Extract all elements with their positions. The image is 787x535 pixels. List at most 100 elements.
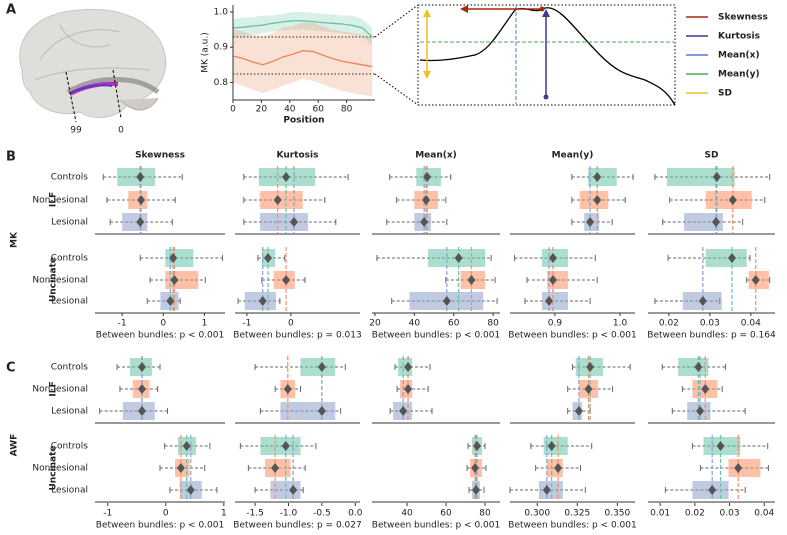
panel-label: A	[6, 3, 16, 18]
x-tick-label: -1	[242, 319, 251, 329]
panel-label: B	[6, 150, 16, 165]
p-value-note: Between bundles: p < 0.001	[508, 331, 636, 341]
x-tick-label: 60	[312, 105, 324, 115]
x-tick-label: -1	[103, 509, 112, 519]
category-label: Lesional	[51, 297, 88, 307]
zoom-frame	[233, 4, 676, 106]
x-tick-label: 0.350	[604, 509, 630, 519]
mean-diamond	[471, 463, 480, 473]
x-tick-label: 60	[440, 509, 452, 519]
box	[728, 459, 761, 477]
legend-label: Mean(y)	[718, 70, 760, 80]
column-title: Mean(x)	[415, 151, 457, 161]
mean-diamond	[281, 441, 290, 451]
mean-diamond	[170, 275, 179, 285]
column-title: Mean(y)	[552, 151, 594, 161]
box	[588, 168, 617, 186]
mean-diamond	[716, 441, 725, 451]
category-label: Non-lesional	[32, 385, 88, 395]
p-value-note: Between bundles: p < 0.001	[96, 521, 224, 531]
mean-diamond	[586, 217, 595, 227]
x-tick-label: -0.5	[313, 509, 331, 519]
x-tick-label: 0.04	[741, 319, 761, 329]
mean-diamond	[554, 463, 563, 473]
mean-diamond	[289, 485, 298, 495]
p-value-note: Between bundles: p < 0.001	[372, 331, 500, 341]
mean-diamond	[399, 406, 408, 416]
p-value-note: Between bundles: p = 0.164	[647, 331, 776, 341]
band	[233, 22, 373, 97]
x-tick-label: 0	[230, 105, 236, 115]
mean-diamond	[264, 253, 273, 263]
x-tick-label: 0.03	[700, 319, 720, 329]
mean-diamond	[728, 195, 737, 205]
mean-diamond	[473, 441, 482, 451]
mean-diamond	[186, 485, 195, 495]
box	[547, 271, 568, 289]
mean-diamond	[584, 384, 593, 394]
mean-diamond	[545, 296, 554, 306]
mean-diamond	[708, 485, 717, 495]
modality-label: AWF	[10, 434, 20, 457]
box	[260, 213, 309, 231]
mean-diamond	[442, 296, 451, 306]
mean-diamond	[258, 296, 267, 306]
mean-diamond	[751, 275, 760, 285]
mean-diamond	[698, 296, 707, 306]
box	[705, 191, 752, 209]
legend-label: Skewness	[718, 13, 768, 23]
mean-diamond	[467, 275, 476, 285]
mean-diamond	[138, 362, 147, 372]
category-label: Non-lesional	[32, 464, 88, 474]
bundle-label: ILF	[49, 381, 59, 396]
schematic-skewness-dot	[539, 6, 545, 12]
mean-diamond	[454, 253, 463, 263]
mean-diamond	[574, 406, 583, 416]
x-tick-label: 0.0	[348, 509, 363, 519]
p-value-note: Between bundles: p = 0.027	[233, 521, 361, 531]
mean-diamond	[593, 195, 602, 205]
mean-diamond	[273, 195, 282, 205]
category-label: Non-lesional	[32, 196, 88, 206]
category-label: Lesional	[51, 218, 88, 228]
y-tick-label: 0.9	[214, 43, 229, 53]
x-tick-label: 0.02	[685, 509, 705, 519]
x-tick-label: 40	[409, 319, 421, 329]
p-value-note: Between bundles: p < 0.001	[508, 521, 636, 531]
x-tick-label: 0	[163, 509, 169, 519]
mean-diamond	[137, 195, 146, 205]
mean-diamond	[283, 384, 292, 394]
mean-diamond	[547, 441, 556, 451]
category-label: Lesional	[51, 407, 88, 417]
x-tick-label: 0	[160, 319, 166, 329]
x-tick-label: -1.0	[280, 509, 298, 519]
panel-label: C	[6, 361, 16, 376]
x-tick-label: 1	[221, 509, 227, 519]
x-tick-label: 1	[202, 319, 208, 329]
legend-label: Kurtosis	[718, 32, 760, 42]
x-tick-label: 20	[369, 319, 381, 329]
schematic-skewness-head	[460, 5, 468, 13]
mean-diamond	[422, 195, 431, 205]
brain-label: 99	[70, 126, 82, 136]
mean-diamond	[317, 362, 326, 372]
x-axis-label: Position	[283, 116, 324, 126]
category-label: Controls	[51, 363, 89, 373]
box	[705, 249, 747, 267]
mean-diamond	[138, 384, 147, 394]
line	[232, 20, 373, 38]
x-tick-label: 0.300	[524, 509, 550, 519]
mean-diamond	[694, 362, 703, 372]
bundle-label: ILF	[49, 192, 59, 207]
x-tick-label: 0.04	[754, 509, 774, 519]
x-tick-label: 0.01	[650, 509, 670, 519]
schematic-curve	[419, 7, 676, 106]
x-tick-label: 20	[256, 105, 268, 115]
mean-diamond	[176, 463, 185, 473]
box	[117, 168, 156, 186]
x-tick-label: 40	[401, 509, 413, 519]
column-title: Kurtosis	[277, 151, 319, 161]
mean-diamond	[734, 463, 743, 473]
mean-diamond	[712, 217, 721, 227]
x-tick-label: 1.0	[613, 319, 628, 329]
